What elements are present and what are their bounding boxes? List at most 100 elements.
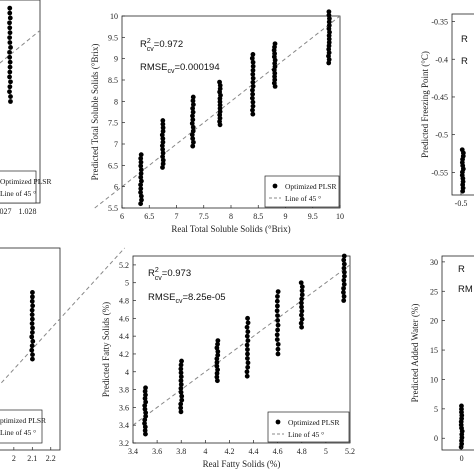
data-point xyxy=(299,288,305,294)
data-point xyxy=(160,147,166,152)
data-point xyxy=(275,341,281,347)
data-point xyxy=(190,124,196,130)
y-tick-label: -0.35 xyxy=(431,18,448,27)
data-point xyxy=(190,136,196,141)
data-point xyxy=(326,36,332,42)
data-point xyxy=(245,356,250,361)
data-point xyxy=(274,337,280,342)
y-tick-label: 6.5 xyxy=(108,161,118,170)
x-tick-label: 3.4 xyxy=(128,447,138,456)
data-point xyxy=(29,343,35,349)
data-point xyxy=(214,360,220,365)
data-point xyxy=(250,63,256,69)
data-point xyxy=(326,22,332,28)
data-point xyxy=(160,161,166,167)
data-point xyxy=(138,193,144,199)
y-tick-label: -0.45 xyxy=(431,93,448,102)
data-point xyxy=(138,186,144,192)
data-point xyxy=(7,64,13,70)
x-tick-label: 1.027 xyxy=(0,207,12,216)
data-point xyxy=(214,378,220,384)
data-point xyxy=(139,197,144,203)
y-tick-label: 4.6 xyxy=(119,314,129,323)
y-tick-label: 9 xyxy=(114,55,118,64)
x-tick-label: 5 xyxy=(324,447,328,456)
data-point xyxy=(250,87,255,93)
data-point xyxy=(7,54,13,60)
data-point xyxy=(7,35,13,41)
panel-p2: 6 6.5 7 7.5 8 8.5 9 9.5 105.566.577.588.599.510R… xyxy=(90,9,344,234)
data-point xyxy=(7,49,12,55)
data-point xyxy=(138,174,144,180)
data-point xyxy=(7,74,12,80)
data-point xyxy=(214,345,220,351)
data-point xyxy=(215,352,221,358)
data-point xyxy=(244,342,250,348)
legend: Optimized PLSR Line of 45 ° xyxy=(264,175,340,208)
data-point xyxy=(299,292,305,298)
axes-frame xyxy=(0,247,61,451)
data-point xyxy=(138,152,144,158)
data-point xyxy=(160,165,165,170)
data-point xyxy=(160,154,166,160)
data-point xyxy=(275,313,280,318)
data-point xyxy=(275,327,280,333)
metric-annotation: R xyxy=(458,264,465,275)
data-point xyxy=(7,15,13,21)
x-tick-label: 2 xyxy=(12,454,16,463)
data-point xyxy=(8,94,13,99)
data-point xyxy=(250,71,256,77)
data-point xyxy=(7,20,12,26)
data-point xyxy=(245,364,251,370)
data-point xyxy=(459,147,465,153)
data-point xyxy=(275,294,280,299)
y-tick-label: 7.5 xyxy=(108,119,118,128)
y-tick-label: 8.5 xyxy=(108,76,118,85)
x-tick-label: 4.6 xyxy=(273,447,283,456)
y-tick-label: 6 xyxy=(114,183,118,192)
data-point xyxy=(341,261,347,267)
data-point xyxy=(215,338,221,343)
data-point xyxy=(29,347,35,353)
x-axis-label: Real Total Soluble Solids (°Brix) xyxy=(171,224,290,234)
data-point xyxy=(142,428,148,433)
y-tick-label: -0.5 xyxy=(435,131,448,140)
line-45-degree xyxy=(132,264,351,426)
legend-label: Optimized PLSR xyxy=(0,177,51,186)
axes-frame xyxy=(441,255,474,451)
x-tick-label: 3.6 xyxy=(152,447,162,456)
y-tick-label: 25 xyxy=(430,287,438,296)
data-point xyxy=(7,10,13,16)
y-tick-label: 5 xyxy=(434,405,438,414)
data-point xyxy=(178,382,184,387)
y-tick-label: 9.5 xyxy=(108,33,118,42)
data-point xyxy=(341,269,347,275)
data-point xyxy=(178,401,184,407)
metric-annotation: R xyxy=(461,56,468,67)
data-point xyxy=(214,363,220,369)
data-point xyxy=(138,167,144,173)
data-point xyxy=(160,121,166,127)
data-point xyxy=(143,392,148,398)
legend-label: Optimized PLSR xyxy=(285,182,336,191)
data-point xyxy=(190,113,195,119)
legend-marker-points xyxy=(275,419,281,425)
data-point xyxy=(215,341,220,347)
data-point xyxy=(341,257,347,263)
x-tick-label: 8.5 xyxy=(253,212,263,221)
data-point xyxy=(190,94,196,100)
data-point xyxy=(138,159,144,165)
data-point xyxy=(178,378,184,383)
legend-label: Line of 45 ° xyxy=(0,428,36,437)
data-point xyxy=(215,367,220,373)
legend: Optimized PLSR Line of 45 ° xyxy=(0,170,51,204)
data-point xyxy=(274,308,280,314)
data-point xyxy=(341,285,346,291)
data-point xyxy=(275,346,281,352)
y-tick-label: 10 xyxy=(110,12,118,21)
data-point xyxy=(245,320,251,326)
legend-box xyxy=(264,175,340,208)
data-point xyxy=(142,396,148,401)
y-tick-label: 4.8 xyxy=(119,297,129,306)
data-point xyxy=(245,315,250,321)
